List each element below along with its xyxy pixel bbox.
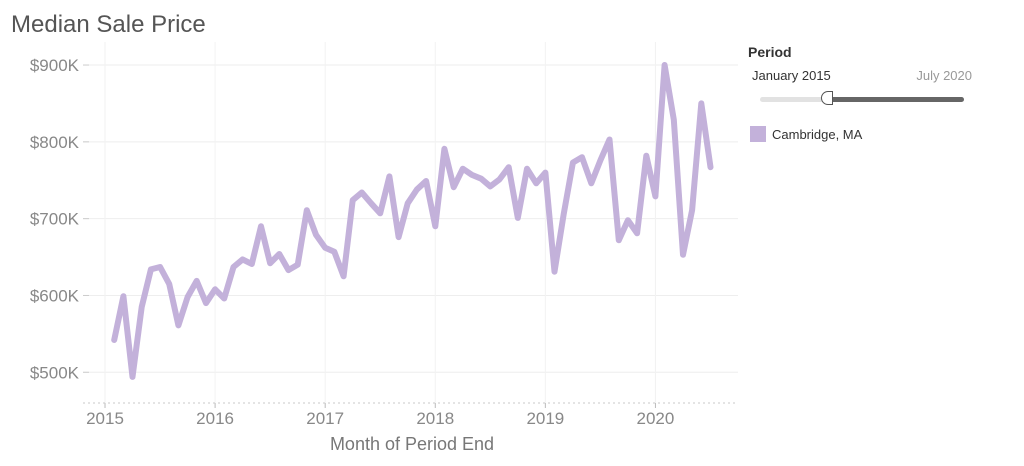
y-tick-label: $500K: [30, 363, 80, 382]
x-tick-label: 2016: [196, 409, 234, 428]
axes: [83, 64, 738, 408]
period-start-label: January 2015: [752, 68, 831, 83]
period-filter-heading: Period: [748, 44, 792, 60]
series-lines: [111, 62, 714, 380]
legend-panel: Period January 2015 July 2020 Cambridge,…: [748, 44, 988, 142]
x-tick-label: 2017: [306, 409, 344, 428]
period-slider-range: [827, 97, 964, 102]
series-line-cambridge[interactable]: [111, 62, 714, 380]
legend-swatch: [750, 126, 766, 142]
period-slider-track[interactable]: [760, 91, 964, 105]
line-chart: $500K $600K $700K $800K $900K 2015 2016 2017 201…: [30, 42, 738, 454]
y-tick-label: $900K: [30, 56, 80, 75]
legend-label: Cambridge, MA: [772, 126, 863, 142]
legend-item-cambridge[interactable]: Cambridge, MA: [750, 126, 862, 142]
x-tick-label: 2018: [416, 409, 454, 428]
y-tick-label: $700K: [30, 210, 80, 229]
x-tick-label: 2020: [637, 409, 675, 428]
period-end-label: July 2020: [916, 68, 972, 83]
x-tick-label: 2015: [86, 409, 124, 428]
tick-labels: $500K $600K $700K $800K $900K 2015 2016 2017 201…: [30, 56, 675, 428]
gridlines: [83, 42, 738, 403]
y-tick-label: $800K: [30, 133, 80, 152]
chart-title: Median Sale Price: [11, 11, 206, 38]
period-slider-labels: January 2015 July 2020: [748, 68, 988, 86]
x-tick-label: 2019: [526, 409, 564, 428]
y-tick-label: $600K: [30, 286, 80, 305]
x-axis-title: Month of Period End: [330, 434, 494, 454]
period-slider-start-handle[interactable]: [821, 91, 834, 105]
